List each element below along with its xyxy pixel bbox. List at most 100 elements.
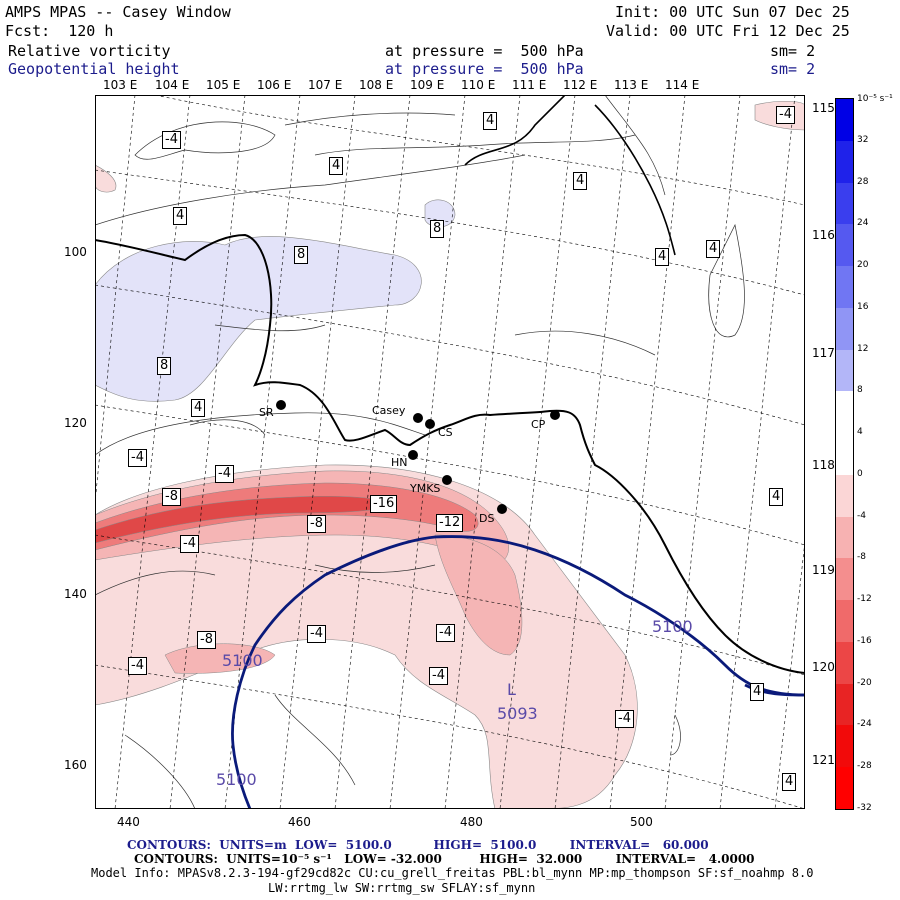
y-tick: 120 [64, 416, 87, 430]
vorticity-label: 4 [173, 207, 188, 225]
lon-label: 105 E [206, 78, 241, 92]
field2-name: Geopotential height [8, 60, 180, 78]
colorbar-label: -20 [857, 677, 872, 688]
colorbar-segment [836, 182, 853, 225]
vorticity-label: -4 [128, 449, 147, 467]
colorbar-label: 12 [857, 343, 869, 354]
footer-model-info: Model Info: MPASv8.2.3-194-gf29cd82c CU:… [91, 866, 814, 880]
init-time: Init: 00 UTC Sun 07 Dec 25 [615, 3, 850, 21]
colorbar-label: 0 [857, 468, 863, 479]
colorbar-segment [836, 516, 853, 559]
station-dot [442, 475, 452, 485]
vorticity-label: -4 [429, 667, 448, 685]
vorticity-label: -4 [436, 624, 455, 642]
vorticity-label: 8 [157, 357, 172, 375]
negative-vorticity-region [95, 164, 117, 193]
colorbar-label: -32 [857, 803, 872, 813]
graticule [95, 95, 805, 809]
footer-vorticity-contours: CONTOURS: UNITS=10⁻⁵ s⁻¹ LOW= -32.000 HI… [134, 852, 755, 866]
vorticity-label: -4 [215, 465, 234, 483]
colorbar-segment [836, 683, 853, 726]
height-contour-5100 [231, 535, 805, 809]
station-label: SR [259, 406, 274, 419]
lon-label: 104 E [155, 78, 190, 92]
colorbar-label: -24 [857, 719, 872, 730]
negative-vorticity-region [434, 534, 523, 656]
colorbar-segment [836, 307, 853, 350]
vorticity-label: -12 [436, 514, 464, 532]
colorbar-label: 20 [857, 260, 869, 271]
colorbar-segment [836, 391, 853, 434]
colorbar-segment [836, 349, 853, 392]
colorbar-segment [836, 224, 853, 267]
height-label: 5100 [216, 770, 257, 789]
station-dot [425, 419, 435, 429]
colorbar [835, 98, 854, 810]
vorticity-label: 8 [430, 220, 445, 238]
vorticity-label: 4 [769, 488, 784, 506]
y-tick: 140 [64, 587, 87, 601]
station-label: CP [531, 418, 546, 431]
footer-height-contours: CONTOURS: UNITS=m LOW= 5100.0 HIGH= 5100… [127, 838, 709, 852]
colorbar-segment [836, 767, 853, 809]
colorbar-label: -16 [857, 635, 872, 646]
lon-label: 107 E [308, 78, 343, 92]
low-marker: L [507, 680, 516, 699]
chart-title: AMPS MPAS -- Casey Window [5, 3, 231, 21]
vorticity-label: 4 [191, 399, 206, 417]
field1-name: Relative vorticity [8, 42, 171, 60]
colorbar-segment [836, 600, 853, 642]
colorbar-label: 24 [857, 218, 869, 229]
colorbar-segment [836, 140, 853, 183]
vorticity-label: 8 [294, 246, 309, 264]
vorticity-label: 4 [573, 172, 588, 190]
field1-level: at pressure = 500 hPa [385, 42, 584, 60]
vorticity-label: -8 [307, 515, 326, 533]
station-label: CS [438, 426, 453, 439]
vorticity-label: -8 [197, 631, 216, 649]
vorticity-label: -4 [615, 710, 634, 728]
x-tick: 480 [460, 815, 483, 829]
vorticity-label: -4 [128, 657, 147, 675]
lon-label: 111 E [512, 78, 547, 92]
height-label: 5100 [652, 617, 693, 636]
station-label: YMKS [410, 482, 441, 495]
station-label: Casey [372, 404, 406, 417]
lon-label: 113 E [614, 78, 649, 92]
vorticity-label: 4 [483, 112, 498, 130]
forecast-hour: Fcst: 120 h [5, 22, 114, 40]
colorbar-segment [836, 641, 853, 684]
colorbar-segment [836, 474, 853, 517]
colorbar-label: 28 [857, 176, 869, 187]
field2-level: at pressure = 500 hPa [385, 60, 584, 78]
station-dot [497, 504, 507, 514]
vorticity-label: -4 [776, 106, 795, 124]
colorbar-segment [836, 99, 853, 141]
colorbar-label: 8 [857, 385, 863, 396]
colorbar-unit: 10⁻⁵ s⁻¹ [857, 94, 893, 104]
x-tick: 460 [288, 815, 311, 829]
field1-smoothing: sm= 2 [770, 42, 816, 60]
vorticity-label: -4 [162, 131, 181, 149]
footer-physics-info: LW:rrtmg_lw SW:rrtmg_sw SFLAY:sf_mynn [268, 881, 536, 895]
vorticity-contours [95, 95, 745, 809]
y-tick: 100 [64, 245, 87, 259]
lon-label: 110 E [461, 78, 496, 92]
station-dot [413, 413, 423, 423]
positive-vorticity-region [95, 236, 422, 402]
colorbar-segment [836, 725, 853, 768]
lon-label: 106 E [257, 78, 292, 92]
colorbar-label: 32 [857, 134, 869, 145]
vorticity-label: -16 [370, 495, 398, 513]
colorbar-segment [836, 558, 853, 601]
colorbar-label: -4 [857, 510, 866, 521]
map-panel [95, 95, 805, 809]
station-label: HN [391, 456, 408, 469]
colorbar-label: -12 [857, 594, 872, 605]
lon-label: 112 E [563, 78, 598, 92]
colorbar-label: 16 [857, 301, 869, 312]
x-tick: 500 [630, 815, 653, 829]
colorbar-label: -28 [857, 761, 872, 772]
lon-label: 109 E [410, 78, 445, 92]
colorbar-label: -8 [857, 552, 866, 563]
